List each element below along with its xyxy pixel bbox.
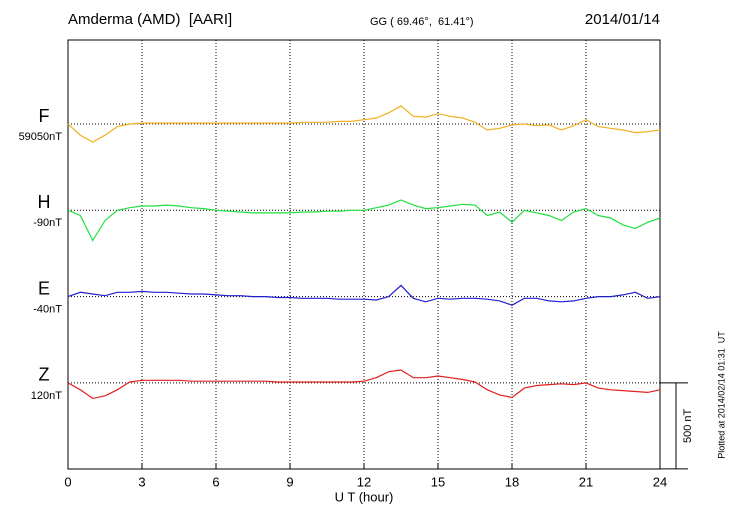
chart-date: 2014/01/14 [585,11,660,28]
x-tick-label: 18 [505,474,519,489]
baseline-label: -90nT [33,217,62,229]
x-tick-label: 9 [286,474,293,489]
x-tick-label: 21 [579,474,593,489]
series-name: F [39,106,50,126]
series-name: Z [39,365,50,385]
x-tick-label: 15 [431,474,445,489]
baseline-label: 120nT [31,390,62,402]
scale-bar-label: 500 nT [682,408,694,443]
baseline-label: -40nT [33,304,62,316]
plot-note: Plotted at 2014/02/14 01:31 UT [716,331,726,459]
chart-subtitle: GG ( 69.46°, 61.41°) [370,16,474,28]
baseline-label: 59050nT [19,131,63,143]
x-tick-label: 6 [212,474,219,489]
x-tick-label: 3 [138,474,145,489]
chart-title: Amderma (AMD) [AARI] [68,11,232,28]
trace [67,105,661,143]
x-tick-label: 24 [653,474,667,489]
series-name: E [38,278,50,298]
x-tick-label: 12 [357,474,371,489]
x-tick-label: 0 [64,474,71,489]
trace [67,284,661,306]
trace [67,199,661,242]
trace [67,369,661,400]
plot-frame [67,39,661,470]
series-name: H [38,192,51,212]
x-axis-label: U T (hour) [335,489,394,504]
